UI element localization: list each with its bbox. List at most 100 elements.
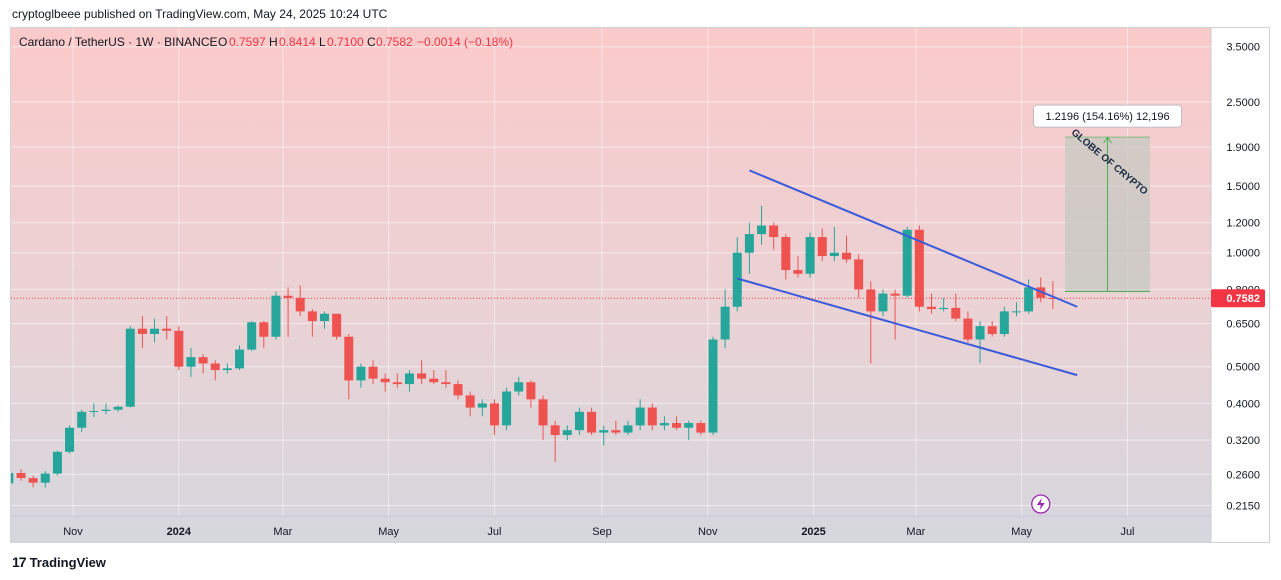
candle-body xyxy=(647,407,657,426)
candle-body xyxy=(781,237,791,271)
candle-body xyxy=(65,427,75,452)
candle-body xyxy=(538,399,548,426)
candle-body xyxy=(635,407,645,426)
candle-body xyxy=(890,293,900,296)
candle-body xyxy=(247,322,257,350)
candle-body xyxy=(16,472,26,479)
candle-body xyxy=(951,307,961,319)
time-tick-label: Nov xyxy=(698,526,718,538)
publish-info: cryptoglbeee published on TradingView.co… xyxy=(12,7,388,21)
candle-body xyxy=(732,252,742,307)
price-tick-label: 0.5000 xyxy=(1226,362,1260,374)
price-tick-label: 0.2600 xyxy=(1226,469,1260,481)
measure-label-box xyxy=(1033,104,1182,128)
price-tick-label: 0.3200 xyxy=(1226,435,1260,447)
candle-body xyxy=(344,336,354,381)
price-tick-label: 1.0000 xyxy=(1226,248,1260,260)
candle-body xyxy=(526,382,536,400)
price-tick-label: 0.6500 xyxy=(1226,319,1260,331)
candle-body xyxy=(174,330,184,367)
candle-body xyxy=(927,306,936,310)
price-axis[interactable]: 3.50002.50001.90001.50001.20001.00000.80… xyxy=(1211,42,1265,513)
trendline xyxy=(749,169,1078,308)
candle-body xyxy=(453,384,463,396)
candle-body xyxy=(842,252,852,260)
plot-background xyxy=(11,28,1211,542)
candle-body xyxy=(295,297,305,312)
candle-body xyxy=(320,313,329,322)
time-tick-label: Jul xyxy=(1120,526,1134,538)
trendline xyxy=(736,277,1078,377)
candle-body xyxy=(866,289,876,312)
candle-body xyxy=(271,295,281,337)
candle-body xyxy=(574,411,584,431)
price-tick-label: 1.5000 xyxy=(1226,181,1260,193)
candle-body xyxy=(902,229,912,296)
trendlines[interactable] xyxy=(736,169,1078,377)
price-axis-background xyxy=(1211,28,1269,542)
candle-body xyxy=(744,234,754,253)
candle-body xyxy=(113,406,123,410)
candle-body xyxy=(368,366,378,379)
time-tick-label: Nov xyxy=(63,526,83,538)
candle-body xyxy=(489,403,499,426)
measure-label: 1.2196 (154.16%) 12,196 xyxy=(1045,111,1169,123)
candle-body xyxy=(356,366,366,381)
time-tick-label: 2024 xyxy=(167,526,192,538)
candle-body xyxy=(11,472,14,484)
price-tick-label: 2.5000 xyxy=(1226,97,1260,109)
time-tick-label: Mar xyxy=(273,526,292,538)
candle-body xyxy=(429,378,439,383)
candle-body xyxy=(89,410,99,412)
candle-body xyxy=(514,382,524,392)
candle-body xyxy=(1048,297,1058,299)
candle-body xyxy=(125,328,135,407)
candle-body xyxy=(987,326,997,335)
candle-body xyxy=(587,411,597,433)
candle-body xyxy=(198,357,208,364)
close-value: 0.7582 xyxy=(376,35,413,49)
close-label: C xyxy=(367,35,376,49)
candle-body xyxy=(708,339,718,433)
candle-body xyxy=(28,478,38,483)
open-label: O xyxy=(218,35,227,49)
symbol-legend: Cardano / TetherUS · 1W · BINANCE O 0.75… xyxy=(19,35,513,49)
candle-body xyxy=(441,382,451,385)
chart-panel[interactable]: 1.2196 (154.16%) 12,196 GLOBE OF CRYPTO 3… xyxy=(10,27,1270,543)
measure-arrow-head xyxy=(1103,136,1112,144)
candle-body xyxy=(854,259,864,290)
time-tick-label: 2025 xyxy=(801,526,825,538)
candle-body xyxy=(465,395,475,408)
candle-body xyxy=(210,363,220,371)
high-label: H xyxy=(269,35,278,49)
candle-body xyxy=(162,328,172,331)
time-tick-label: May xyxy=(378,526,399,538)
candle-body xyxy=(417,373,427,379)
candle-body xyxy=(137,328,147,335)
tradingview-logo-icon: 17 xyxy=(12,554,27,570)
candle-body xyxy=(77,411,87,428)
candle-body xyxy=(805,237,815,274)
candle-body xyxy=(235,349,245,369)
tradingview-brand: TradingView xyxy=(29,554,106,570)
candle-body xyxy=(963,318,973,340)
candle-body xyxy=(283,295,293,298)
candle-body xyxy=(659,423,669,426)
low-value: 0.7100 xyxy=(327,35,364,49)
candle-body xyxy=(502,391,512,426)
candle-body xyxy=(696,423,706,433)
candle-body xyxy=(720,306,730,340)
price-tick-label: 3.5000 xyxy=(1226,42,1260,54)
change-value: −0.0014 (−0.18%) xyxy=(417,35,513,49)
open-value: 0.7597 xyxy=(229,35,266,49)
time-axis[interactable]: Nov 2024 Mar May Jul Sep Nov 2025 Mar May Jul xyxy=(63,494,1135,538)
tradingview-footer[interactable]: 17 TradingView xyxy=(12,554,106,570)
candle-body xyxy=(999,311,1009,335)
time-tick-label: Mar xyxy=(906,526,925,538)
candle-body xyxy=(477,403,487,408)
price-tick-label: 1.9000 xyxy=(1226,142,1260,154)
candle-body xyxy=(392,382,402,385)
candle-body xyxy=(684,423,694,428)
